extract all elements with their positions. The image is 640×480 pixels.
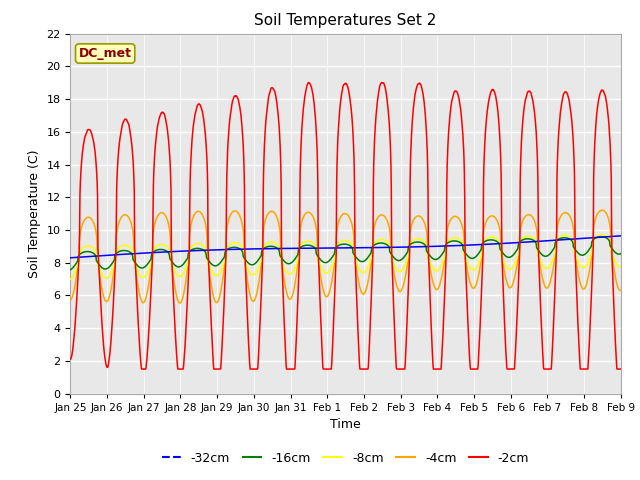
-32cm bbox=[67, 255, 74, 261]
Line: -4cm: -4cm bbox=[70, 210, 621, 303]
-32cm bbox=[431, 243, 439, 249]
-2cm bbox=[504, 366, 511, 372]
-32cm bbox=[175, 248, 183, 254]
-16cm bbox=[503, 254, 511, 260]
-16cm bbox=[250, 261, 258, 267]
-8cm bbox=[617, 264, 625, 269]
-32cm bbox=[552, 238, 559, 243]
-32cm bbox=[250, 246, 258, 252]
-2cm bbox=[305, 80, 312, 85]
-4cm bbox=[189, 214, 197, 220]
-8cm bbox=[552, 250, 559, 256]
-16cm bbox=[431, 256, 439, 262]
Y-axis label: Soil Temperature (C): Soil Temperature (C) bbox=[28, 149, 41, 278]
-2cm bbox=[189, 124, 197, 130]
Legend: -32cm, -16cm, -8cm, -4cm, -2cm: -32cm, -16cm, -8cm, -4cm, -2cm bbox=[157, 447, 534, 469]
-16cm bbox=[189, 246, 196, 252]
-4cm bbox=[504, 280, 511, 286]
-4cm bbox=[176, 300, 184, 306]
-2cm bbox=[138, 366, 145, 372]
-32cm bbox=[189, 248, 196, 253]
Line: -16cm: -16cm bbox=[70, 237, 621, 270]
-2cm bbox=[67, 356, 74, 362]
-2cm bbox=[176, 366, 184, 372]
-8cm bbox=[431, 267, 439, 273]
-16cm bbox=[67, 267, 74, 273]
-4cm bbox=[251, 297, 259, 303]
-2cm bbox=[617, 366, 625, 372]
Title: Soil Temperatures Set 2: Soil Temperatures Set 2 bbox=[255, 13, 436, 28]
-2cm bbox=[251, 366, 259, 372]
-8cm bbox=[598, 232, 605, 238]
-2cm bbox=[432, 366, 440, 372]
-16cm bbox=[597, 234, 605, 240]
-8cm bbox=[503, 264, 511, 270]
-8cm bbox=[189, 243, 196, 249]
-32cm bbox=[503, 240, 511, 246]
-16cm bbox=[175, 264, 183, 270]
-16cm bbox=[552, 240, 559, 245]
-4cm bbox=[552, 249, 559, 255]
Line: -8cm: -8cm bbox=[70, 235, 621, 279]
Line: -2cm: -2cm bbox=[70, 83, 621, 369]
-4cm bbox=[67, 297, 74, 303]
-4cm bbox=[617, 288, 625, 293]
-8cm bbox=[175, 274, 183, 279]
-16cm bbox=[617, 251, 625, 257]
-8cm bbox=[250, 272, 258, 277]
X-axis label: Time: Time bbox=[330, 418, 361, 431]
-2cm bbox=[552, 255, 560, 261]
Line: -32cm: -32cm bbox=[70, 236, 621, 258]
-32cm bbox=[617, 233, 625, 239]
-4cm bbox=[431, 286, 439, 291]
-8cm bbox=[67, 276, 74, 282]
-4cm bbox=[598, 207, 606, 213]
-4cm bbox=[175, 300, 183, 306]
Text: DC_met: DC_met bbox=[79, 47, 132, 60]
